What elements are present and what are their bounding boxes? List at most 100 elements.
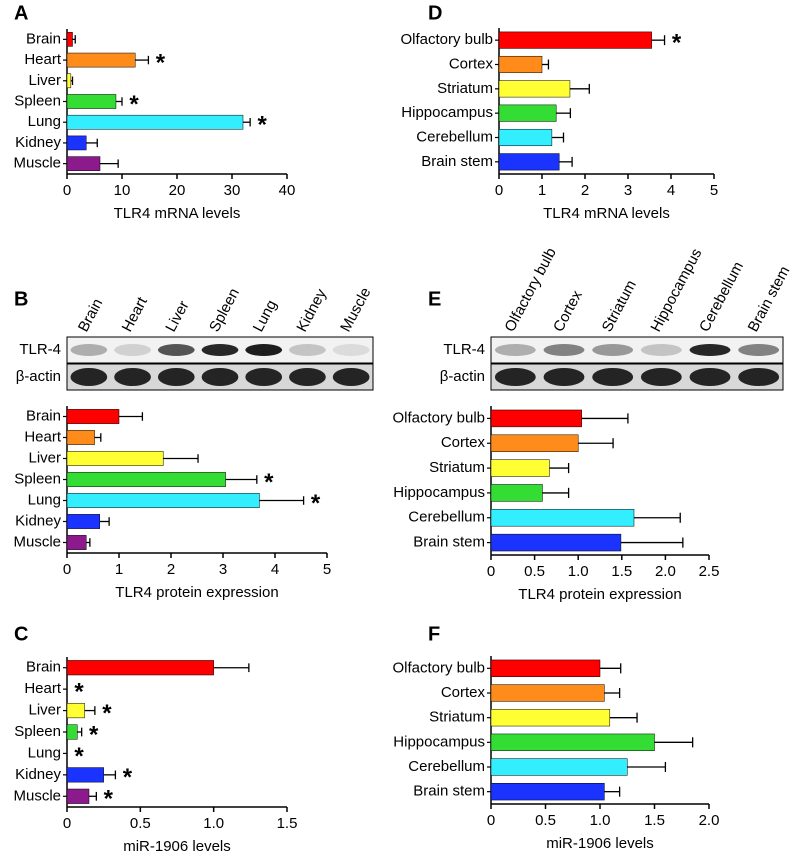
bar [66,73,72,89]
bar [66,514,101,529]
x-tick-label: 5 [323,561,331,578]
blot-row-label: TLR-4 [443,341,485,358]
x-tick-label: 3 [219,561,227,578]
x-tick-label: 0 [63,182,71,199]
blot-band [70,368,108,386]
y-tick-label: Heart [24,428,62,445]
bar [66,52,136,68]
panel-label: C [14,623,28,645]
bar [490,459,550,477]
x-tick-label: 0.5 [535,812,556,829]
x-tick-label: 5 [710,182,718,199]
significance-mark: * [156,49,166,76]
blot-band [592,368,634,386]
y-tick-label: Cerebellum [408,758,485,775]
bar [498,153,560,171]
y-tick-label: Hippocampus [393,733,485,750]
bar [66,724,78,740]
x-tick-label: 0 [487,812,495,829]
blot-band [289,368,326,386]
blot-band [332,344,370,356]
y-tick-label: Heart [24,51,62,68]
lane-label: Hippocampus [647,246,705,335]
y-tick-label: Muscle [13,155,61,172]
x-tick-label: 1.0 [568,563,589,580]
blot-band [289,344,326,356]
y-tick-label: Brain [26,407,61,424]
blot-band [114,344,151,356]
x-tick-label: 1.5 [611,563,632,580]
bar [490,733,655,751]
bar [490,684,605,702]
blot-band [543,344,585,356]
y-tick-label: Striatum [429,459,485,476]
blot-band [332,368,370,386]
bar [490,533,622,552]
blot-row-label: β-actin [440,368,485,385]
significance-mark: * [123,764,133,791]
blot-band [640,368,682,386]
x-tick-label: 2 [581,182,589,199]
blot-band [543,368,585,386]
x-tick-label: 1.5 [644,812,665,829]
y-tick-label: Lung [28,744,61,761]
lane-label: Striatum [599,277,640,334]
y-tick-label: Cortex [441,684,486,701]
bar [66,135,87,151]
x-tick-label: 1.0 [590,812,611,829]
x-tick-label: 0.5 [130,815,151,832]
y-tick-label: Muscle [13,787,61,804]
lane-label: Cortex [550,287,586,334]
bar [490,484,543,502]
x-tick-label: 0 [495,182,503,199]
blot-band [592,344,634,356]
y-tick-label: Heart [24,680,62,697]
x-tick-label: 30 [224,182,241,199]
y-tick-label: Cerebellum [416,128,493,145]
bar [498,128,553,147]
panel-label: A [14,2,28,24]
panel: C 0 0.5 1.0 1.5 miR-1906 levels Brain Heart * Liv… [13,623,297,853]
x-axis-label: TLR4 protein expression [518,586,681,603]
bar [66,32,73,47]
lane-label: Brain stem [745,263,794,334]
significance-mark: * [311,490,321,517]
lane-label: Liver [162,298,192,335]
y-tick-label: Striatum [437,80,493,97]
y-tick-label: Hippocampus [401,104,493,121]
y-tick-label: Brain stem [421,153,493,170]
blot-band [245,344,283,356]
blot-band [201,344,239,356]
lane-label: Lung [250,297,281,334]
y-tick-label: Cerebellum [408,509,485,526]
bar [66,156,101,171]
y-tick-label: Lung [28,113,61,130]
blot-band [70,344,108,356]
y-tick-label: Hippocampus [393,484,485,501]
y-tick-label: Liver [28,72,61,89]
panel: D 0 1 2 3 4 5 TLR4 mRNA levels Olfactory bulb * Co… [400,2,718,222]
lane-label: Spleen [206,286,243,335]
x-tick-label: 1 [115,561,123,578]
y-tick-label: Spleen [14,723,61,740]
lane-label: Cerebellum [696,259,747,335]
blot-row-label: β-actin [16,368,61,385]
lane-label: Muscle [337,285,374,335]
x-axis-label: TLR4 mRNA levels [114,205,241,222]
y-tick-label: Striatum [429,709,485,726]
x-axis-label: TLR4 protein expression [115,584,278,601]
x-tick-label: 0 [63,815,71,832]
lane-label: Olfactory bulb [501,245,559,335]
x-tick-label: 2 [167,561,175,578]
panel-label: F [428,623,440,645]
bar [66,703,85,719]
y-tick-label: Lung [28,491,61,508]
x-tick-label: 1.5 [277,815,298,832]
panel: F 0 0.5 1.0 1.5 2.0 miR-1906 levels Olfactory b… [392,623,719,852]
lane-label: Kidney [293,286,330,335]
x-tick-label: 40 [279,182,296,199]
lane-label: Brain [75,296,106,335]
significance-mark: * [257,112,267,139]
significance-mark: * [74,743,84,770]
